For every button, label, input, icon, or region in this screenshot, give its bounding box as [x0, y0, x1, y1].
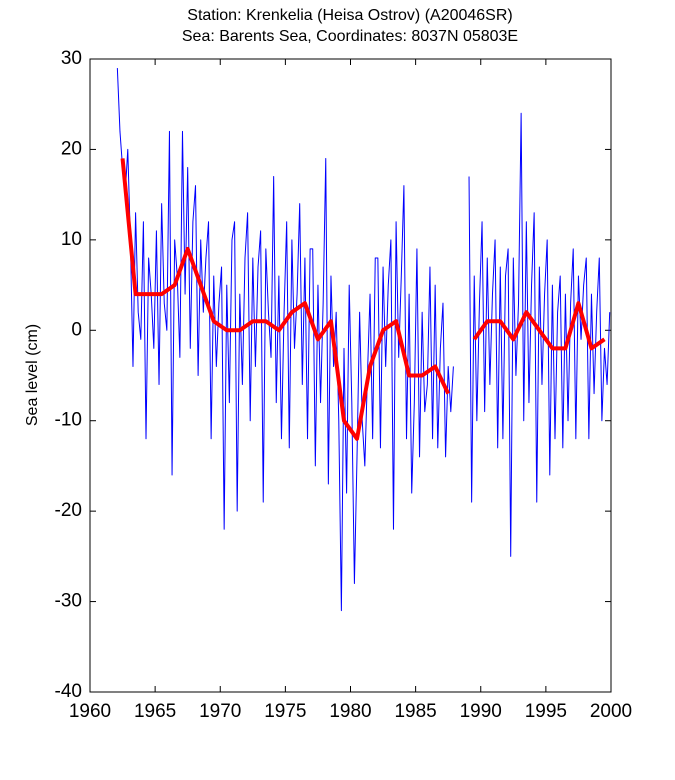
- x-tick-label: 2000: [590, 701, 632, 722]
- x-tick-label: 1970: [199, 701, 241, 722]
- y-tick-label: -20: [55, 500, 82, 521]
- series-line: [120, 158, 450, 441]
- y-tick-label: -30: [55, 591, 82, 612]
- x-tick-label: 1980: [329, 701, 371, 722]
- y-tick-label: -10: [55, 410, 82, 431]
- x-tick-label: 1985: [394, 701, 436, 722]
- plot-frame: [89, 58, 612, 693]
- y-tick-label: 10: [61, 229, 82, 250]
- x-tick-label: 1960: [69, 701, 111, 722]
- x-tick-label: 1995: [525, 701, 567, 722]
- series-line: [472, 301, 606, 351]
- chart-title: Station: Krenkelia (Heisa Ostrov) (A2004…: [187, 7, 512, 24]
- y-tick-label: 30: [61, 48, 82, 69]
- x-tick-label: 1990: [460, 701, 502, 722]
- x-tick-label: 1975: [264, 701, 306, 722]
- chart-subtitle: Sea: Barents Sea, Coordinates: 8037N 058…: [182, 28, 518, 45]
- y-tick-label: 0: [71, 319, 82, 340]
- series-line: [468, 112, 611, 557]
- y-tick-label: -40: [55, 681, 82, 702]
- x-tick-label: 1965: [134, 701, 176, 722]
- series-line: [116, 68, 454, 612]
- y-axis-label: Sea level (cm): [24, 324, 41, 426]
- y-tick-label: 20: [61, 138, 82, 159]
